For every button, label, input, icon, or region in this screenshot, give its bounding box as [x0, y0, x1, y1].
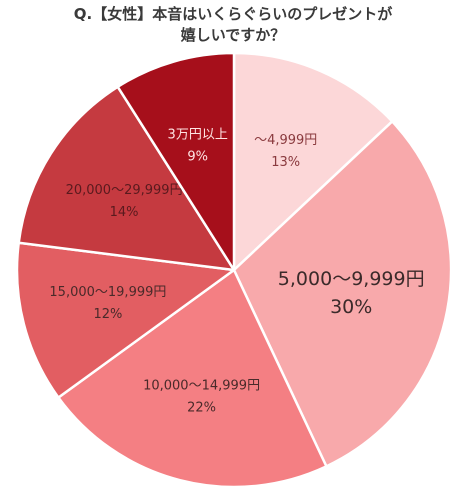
pie-slice-1	[232, 120, 453, 468]
slice-label-5: 3万円以上	[168, 128, 228, 143]
slice-label-2: 10,000〜14,999円	[143, 379, 260, 394]
chart-title-line-2: 嬉しいですか？	[180, 26, 286, 44]
pie-slice-0	[232, 51, 394, 272]
slice-label-0: 〜4,999円	[254, 133, 317, 148]
slice-value-2: 22%	[187, 401, 216, 416]
slice-value-0: 13%	[271, 155, 300, 170]
slice-label-4: 20,000〜29,999円	[66, 183, 183, 198]
pie-slice-2	[57, 268, 328, 489]
pie-slice-3	[15, 241, 236, 399]
slice-label-1: 5,000〜9,999円	[278, 268, 425, 290]
slice-value-3: 12%	[93, 307, 122, 322]
pie-slice-4	[17, 85, 236, 272]
pie-slice-5	[116, 51, 236, 272]
slice-value-4: 14%	[110, 205, 139, 220]
slice-value-1: 30%	[330, 296, 372, 318]
slice-value-5: 9%	[187, 150, 208, 165]
chart-title: Q.【女性】本音はいくらぐらいのプレゼントが 嬉しいですか？	[0, 4, 466, 46]
slice-label-3: 15,000〜19,999円	[49, 285, 166, 300]
chart-title-line-1: Q.【女性】本音はいくらぐらいのプレゼントが	[73, 5, 393, 23]
